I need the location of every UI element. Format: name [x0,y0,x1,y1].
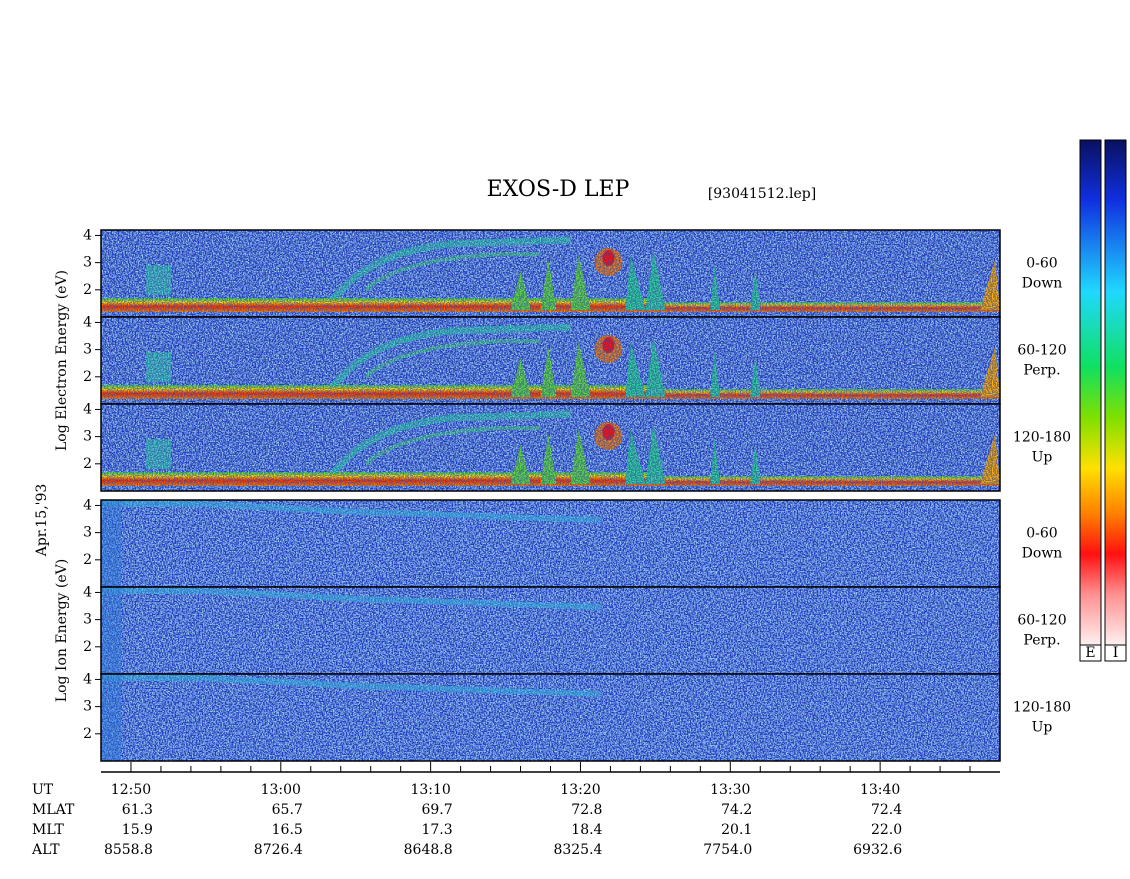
panel-label: 0-60 [1026,256,1057,272]
y-tick-label: 4 [83,314,92,330]
y-tick-label: 2 [83,456,92,472]
spectrogram [101,404,1000,491]
row-value: 72.4 [871,802,902,818]
panel-frame [100,403,1001,492]
y-tick-label: 3 [83,255,92,271]
row-value: 69.7 [421,802,452,818]
row-value: 8325.4 [553,842,602,858]
y-tick-label: 2 [83,639,92,655]
row-value: 8648.8 [404,842,453,858]
row-value: 18.4 [571,822,602,838]
panel-label: Up [1032,450,1053,466]
file-name: [93041512.lep] [708,186,816,202]
color-bar [1079,139,1102,646]
row-value: 65.7 [272,802,303,818]
y-tick-label: 4 [83,401,92,417]
y-tick-label: 3 [83,612,92,628]
color-bar-box [1104,644,1127,662]
row-label: MLAT [32,802,75,818]
y-axis-label: Log Electron Energy (eV) [54,270,70,451]
panel-label: 0-60 [1026,526,1057,542]
x-tick-label: 13:40 [860,782,900,798]
row-value: 22.0 [871,822,902,838]
row-value: 61.3 [122,802,153,818]
y-tick-label: 4 [83,671,92,687]
spectrogram [101,587,1000,674]
row-label: MLT [32,822,64,838]
panel-label: 120-180 [1013,700,1071,716]
x-tick-label: 13:00 [261,782,301,798]
y-tick-label: 3 [83,342,92,358]
panel-label: Down [1022,546,1063,562]
y-tick-label: 4 [83,227,92,243]
row-label: UT [32,782,54,798]
spectrogram [101,674,1000,761]
row-value: 74.2 [721,802,752,818]
row-label: ALT [31,842,60,858]
x-tick-label: 12:50 [111,782,151,798]
y-tick-label: 2 [83,369,92,385]
color-bar [1104,139,1127,646]
color-bar-box [1079,644,1102,662]
row-value: 7754.0 [703,842,752,858]
y-tick-label: 3 [83,699,92,715]
title: EXOS-D LEP [487,177,630,202]
color-bar-label: E [1085,645,1095,661]
color-bar-label: I [1113,645,1119,661]
y-axis-label: Log Ion Energy (eV) [54,559,70,702]
x-tick-label: 13:10 [410,782,450,798]
spectrogram [101,230,1000,317]
panel-label: Perp. [1023,363,1060,379]
y-tick-label: 2 [83,726,92,742]
row-value: 8558.8 [104,842,153,858]
row-value: 8726.4 [254,842,303,858]
row-value: 20.1 [721,822,752,838]
y-tick-label: 3 [83,429,92,445]
panel-label: Perp. [1023,633,1060,649]
panel-label: Up [1032,720,1053,736]
spectrogram [101,500,1000,587]
panel-label: 120-180 [1013,430,1071,446]
panel-label: 60-120 [1017,613,1066,629]
y-tick-label: 3 [83,525,92,541]
y-tick-label: 4 [83,584,92,600]
row-value: 16.5 [272,822,303,838]
panel-label: 60-120 [1017,343,1066,359]
panel-frame [100,673,1001,762]
x-tick-label: 13:30 [710,782,750,798]
row-value: 72.8 [571,802,602,818]
x-tick-label: 13:20 [560,782,600,798]
y-tick-label: 2 [83,552,92,568]
panel-label: Down [1022,276,1063,292]
spectrogram [101,317,1000,404]
y-tick-label: 2 [83,282,92,298]
row-value: 17.3 [421,822,452,838]
row-value: 15.9 [122,822,153,838]
y-tick-label: 4 [83,497,92,513]
row-value: 6932.6 [853,842,902,858]
date: Apr.15,'93 [34,484,50,558]
